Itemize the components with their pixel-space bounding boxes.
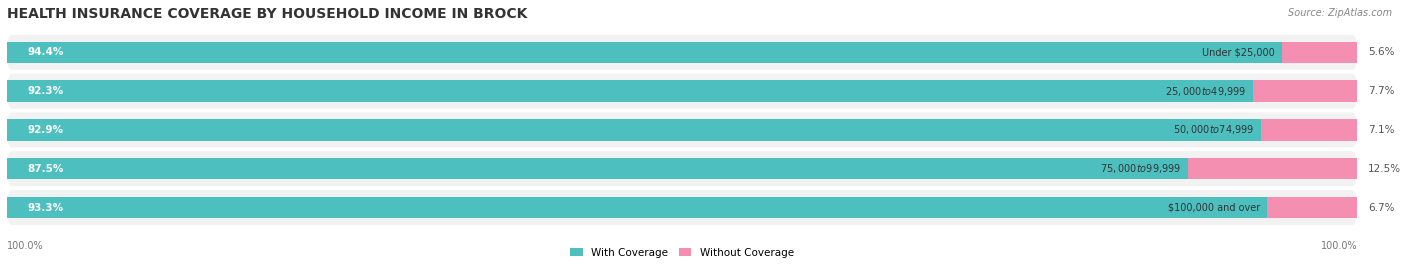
Text: 93.3%: 93.3% [27,202,63,212]
Text: $100,000 and over: $100,000 and over [1168,202,1260,212]
Bar [7,197,1267,218]
Text: 100.0%: 100.0% [1320,241,1357,251]
Legend: With Coverage, Without Coverage: With Coverage, Without Coverage [567,244,797,262]
Text: 94.4%: 94.4% [27,47,63,57]
Bar [1253,80,1357,102]
Bar [1282,42,1357,63]
FancyBboxPatch shape [7,151,1357,186]
Bar [7,158,1188,180]
Text: HEALTH INSURANCE COVERAGE BY HOUSEHOLD INCOME IN BROCK: HEALTH INSURANCE COVERAGE BY HOUSEHOLD I… [7,7,527,21]
FancyBboxPatch shape [7,113,1357,147]
Text: $25,000 to $49,999: $25,000 to $49,999 [1166,85,1247,98]
FancyBboxPatch shape [7,190,1357,225]
Text: $50,000 to $74,999: $50,000 to $74,999 [1174,123,1254,136]
Text: 7.1%: 7.1% [1368,125,1395,135]
Bar [1188,158,1357,180]
Text: 6.7%: 6.7% [1368,202,1395,212]
Bar [1261,119,1357,141]
Bar [7,42,1282,63]
Text: 87.5%: 87.5% [27,164,63,174]
Text: $75,000 to $99,999: $75,000 to $99,999 [1101,162,1181,175]
FancyBboxPatch shape [7,35,1357,70]
Bar [7,119,1261,141]
Text: 12.5%: 12.5% [1368,164,1402,174]
FancyBboxPatch shape [7,74,1357,109]
Text: Under $25,000: Under $25,000 [1202,47,1275,57]
Bar [7,80,1253,102]
Text: 92.9%: 92.9% [27,125,63,135]
Text: 7.7%: 7.7% [1368,86,1395,96]
Text: 5.6%: 5.6% [1368,47,1395,57]
Bar [1267,197,1357,218]
Text: 100.0%: 100.0% [7,241,44,251]
Text: Source: ZipAtlas.com: Source: ZipAtlas.com [1288,8,1392,18]
Text: 92.3%: 92.3% [27,86,63,96]
